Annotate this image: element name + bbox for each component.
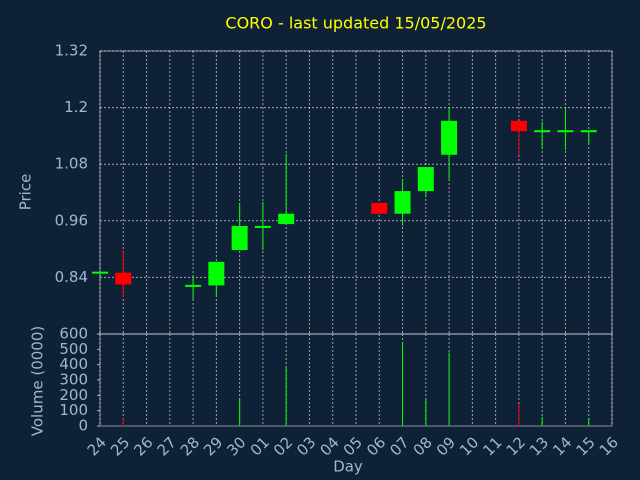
x-axis-label: Day <box>333 458 363 476</box>
candle-body <box>580 130 597 133</box>
volume-axis-label: Volume (0000) <box>29 326 47 436</box>
candle-body <box>254 225 271 228</box>
candle-body <box>441 120 458 155</box>
y-tick-label: 0.84 <box>55 268 88 286</box>
candle-body <box>185 284 202 287</box>
y-axis-label: Price <box>17 174 35 211</box>
volume-tick-label: 500 <box>59 340 88 358</box>
candle-body <box>510 120 527 132</box>
y-tick-label: 1.2 <box>64 98 88 116</box>
volume-tick-label: 0 <box>78 417 88 435</box>
chart-title: CORO - last updated 15/05/2025 <box>225 14 486 33</box>
candle-body <box>231 225 248 251</box>
volume-tick-label: 600 <box>59 325 88 343</box>
y-tick-label: 1.32 <box>55 42 88 60</box>
x-tick-label: 16 <box>596 433 622 459</box>
y-tick-label: 0.96 <box>55 211 88 229</box>
candle-body <box>371 202 388 214</box>
candle-body <box>534 130 551 133</box>
candle-body <box>417 167 434 192</box>
candle-body <box>278 213 295 225</box>
volume-tick-label: 400 <box>59 355 88 373</box>
y-tick-label: 1.08 <box>55 155 88 173</box>
candle-body <box>557 130 574 133</box>
volume-frame <box>99 333 613 427</box>
candle-body <box>208 261 225 286</box>
candle-body <box>92 271 108 274</box>
candle-body <box>115 272 132 285</box>
candle-body <box>394 191 411 214</box>
volume-tick-label: 300 <box>59 371 88 389</box>
volume-tick-label: 100 <box>59 401 88 419</box>
volume-tick-label: 200 <box>59 386 88 404</box>
